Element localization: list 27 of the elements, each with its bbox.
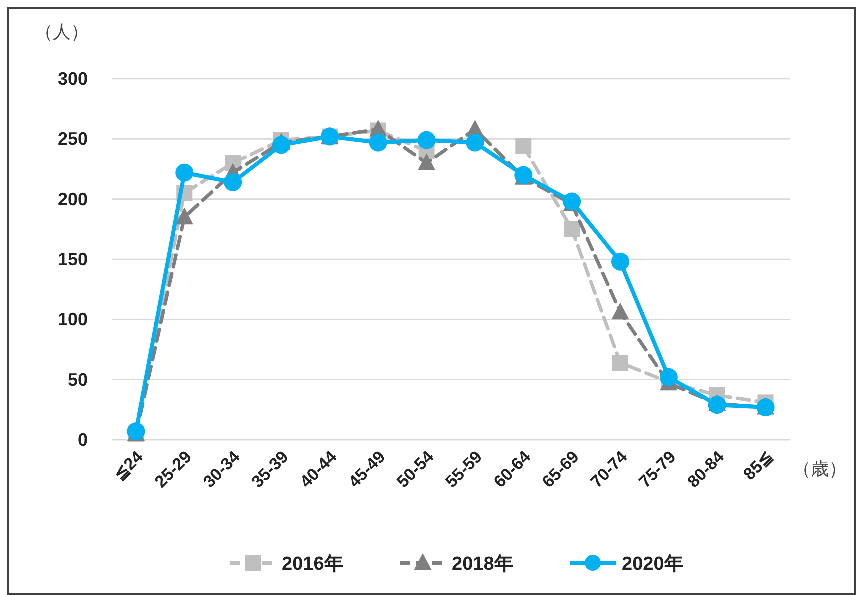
y-tick-label: 250 (58, 129, 88, 150)
point (418, 131, 436, 150)
point (660, 368, 678, 386)
x-axis-title: （歳） (793, 459, 847, 479)
y-tick-label: 0 (78, 430, 88, 450)
y-tick-label: 150 (58, 250, 88, 270)
y-tick-label: 200 (58, 189, 88, 210)
point (176, 208, 194, 225)
y-tick-label: 50 (68, 370, 88, 390)
y-axis-title: （人） (35, 22, 89, 42)
legend-label: 2018年 (452, 554, 514, 575)
point (564, 221, 580, 238)
point (224, 173, 242, 192)
legend-label: 2020年 (622, 554, 684, 575)
point (176, 164, 194, 182)
point (612, 354, 628, 371)
legend-label: 2016年 (282, 554, 344, 575)
point (708, 396, 726, 414)
point (418, 154, 436, 170)
point (612, 302, 630, 320)
point (612, 252, 630, 271)
point (466, 134, 484, 152)
point (516, 138, 532, 154)
point (272, 136, 290, 154)
y-tick-label: 100 (58, 310, 88, 330)
y-tick-label: 300 (58, 69, 88, 89)
point (369, 134, 388, 152)
